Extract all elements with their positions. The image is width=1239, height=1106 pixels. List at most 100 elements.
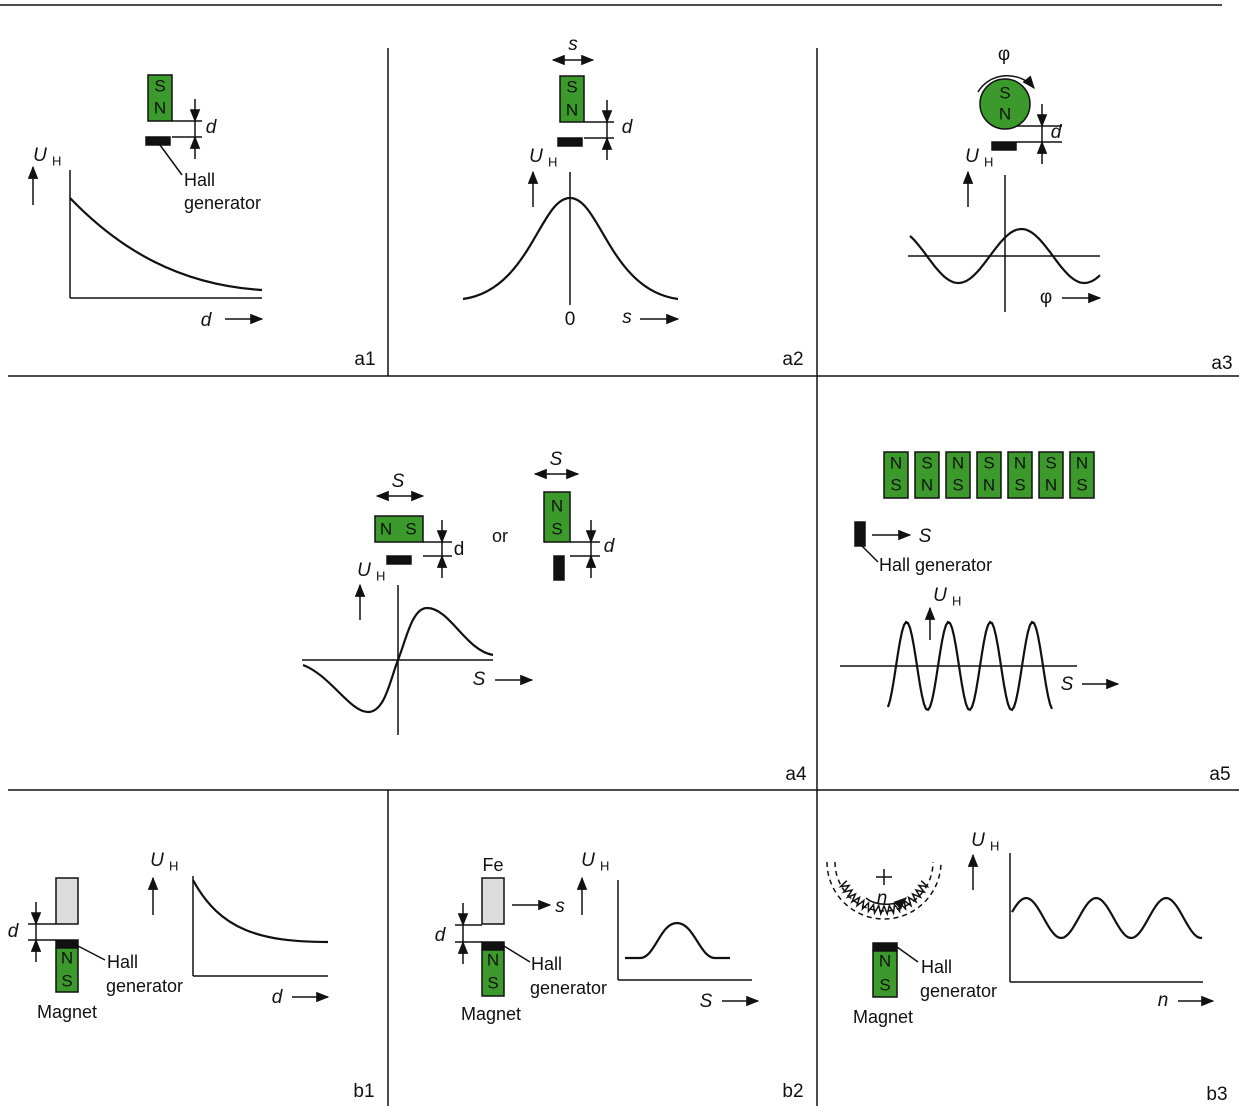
sensor-label: generator — [530, 978, 607, 998]
panel-label: a1 — [354, 349, 375, 370]
leader — [160, 145, 182, 175]
sensor-label: Hall — [184, 170, 215, 190]
magnet-pole: N — [1076, 453, 1088, 472]
panel-label: b2 — [782, 1081, 803, 1102]
motion-label: S — [919, 526, 932, 547]
magnet-pole: N — [921, 475, 933, 494]
panel-label: a5 — [1209, 764, 1230, 785]
gap-label: d — [604, 536, 616, 557]
hall-sensor — [146, 137, 170, 145]
panel-label: b3 — [1206, 1084, 1227, 1105]
sensor-label: generator — [920, 981, 997, 1001]
curve — [1012, 898, 1202, 938]
sensor-label: Hall generator — [879, 555, 992, 575]
y-axis-symbol: U — [529, 146, 543, 167]
magnet-pole: N — [380, 519, 392, 538]
magnet-pole: S — [921, 453, 932, 472]
motion-label: s — [555, 896, 565, 917]
panel-label: b1 — [353, 1081, 374, 1102]
magnet-pole: S — [154, 76, 165, 95]
magnet-label: Magnet — [461, 1004, 521, 1024]
x-axis-label: d — [201, 310, 213, 331]
material-label: Fe — [482, 855, 503, 875]
magnet-pole: N — [551, 496, 563, 515]
y-axis-subscript: H — [990, 838, 999, 853]
magnet-pole: N — [1045, 475, 1057, 494]
y-axis-subscript: H — [376, 568, 385, 583]
hall-sensor — [482, 942, 504, 950]
curve — [625, 923, 730, 958]
y-axis-subscript: H — [548, 154, 557, 169]
diagram: SNdHallgeneratorUHda1sSNdUH0sa2φSNdUHφa3… — [0, 0, 1239, 1106]
y-axis-subscript: H — [169, 858, 178, 873]
leader — [504, 946, 530, 962]
y-axis-symbol: U — [357, 560, 371, 581]
gap-label: d — [454, 539, 465, 560]
magnet-pole: N — [61, 948, 73, 967]
magnet-pole: S — [999, 83, 1010, 102]
x-axis-label: s — [622, 307, 632, 328]
sensor-label: Hall — [921, 957, 952, 977]
magnet-pole: S — [487, 973, 498, 992]
y-axis-symbol: U — [33, 145, 47, 166]
magnet-pole: S — [983, 453, 994, 472]
x-axis-label: S — [1061, 674, 1074, 695]
magnet-pole: N — [566, 100, 578, 119]
motion-label: S — [550, 449, 563, 470]
magnet-label: Magnet — [853, 1007, 913, 1027]
y-axis-subscript: H — [52, 153, 61, 168]
motion-label: S — [392, 471, 405, 492]
magnet-pole: N — [890, 453, 902, 472]
conjunction: or — [492, 526, 508, 546]
magnet-pole: N — [487, 950, 499, 969]
gap-label: d — [8, 921, 20, 942]
magnet-pole: N — [999, 104, 1011, 123]
curve — [193, 880, 328, 942]
sensor-label: Hall — [107, 952, 138, 972]
hall-sensor — [387, 556, 411, 564]
leader — [862, 546, 878, 562]
x-axis-label: n — [1158, 990, 1169, 1011]
x-axis-label: S — [473, 669, 486, 690]
magnet-pole: N — [154, 98, 166, 117]
magnet-pole: S — [879, 975, 890, 994]
magnet-label: Magnet — [37, 1002, 97, 1022]
hall-sensor — [992, 142, 1016, 150]
hall-sensor — [56, 940, 78, 948]
gap-label: d — [206, 117, 218, 138]
hall-sensor — [873, 943, 897, 951]
iron-piece — [56, 878, 78, 924]
magnet-pole: S — [405, 519, 416, 538]
leader — [78, 946, 105, 960]
magnet-pole: S — [890, 475, 901, 494]
magnet-pole: S — [1014, 475, 1025, 494]
gap-label: d — [622, 117, 634, 138]
motion-label: s — [568, 34, 578, 55]
magnet-pole: N — [1014, 453, 1026, 472]
hall-sensor — [554, 556, 564, 580]
y-axis-subscript: H — [952, 593, 961, 608]
sensor-label: generator — [184, 193, 261, 213]
rotation-label: n — [877, 888, 888, 909]
y-axis-symbol: U — [971, 830, 985, 851]
magnet-pole: S — [1076, 475, 1087, 494]
magnet-pole: N — [952, 453, 964, 472]
magnet-pole: N — [983, 475, 995, 494]
page: {"panels": [ {"id": "a1", "magnet": ["S"… — [0, 0, 1239, 1106]
x-axis-label: S — [700, 991, 713, 1012]
gap-label: d — [435, 925, 447, 946]
panel-label: a3 — [1211, 353, 1232, 374]
sensor-label: Hall — [531, 954, 562, 974]
y-axis-symbol: U — [581, 850, 595, 871]
origin-label: 0 — [565, 309, 576, 330]
magnet-pole: S — [952, 475, 963, 494]
rotation-label: φ — [998, 44, 1010, 65]
x-axis-label: d — [272, 987, 284, 1008]
y-axis-symbol: U — [150, 850, 164, 871]
y-axis-subscript: H — [984, 154, 993, 169]
y-axis-symbol: U — [933, 585, 947, 606]
panel-label: a2 — [782, 349, 803, 370]
x-axis-label: φ — [1040, 287, 1052, 308]
magnet-pole: S — [551, 519, 562, 538]
hall-sensor — [855, 522, 865, 546]
